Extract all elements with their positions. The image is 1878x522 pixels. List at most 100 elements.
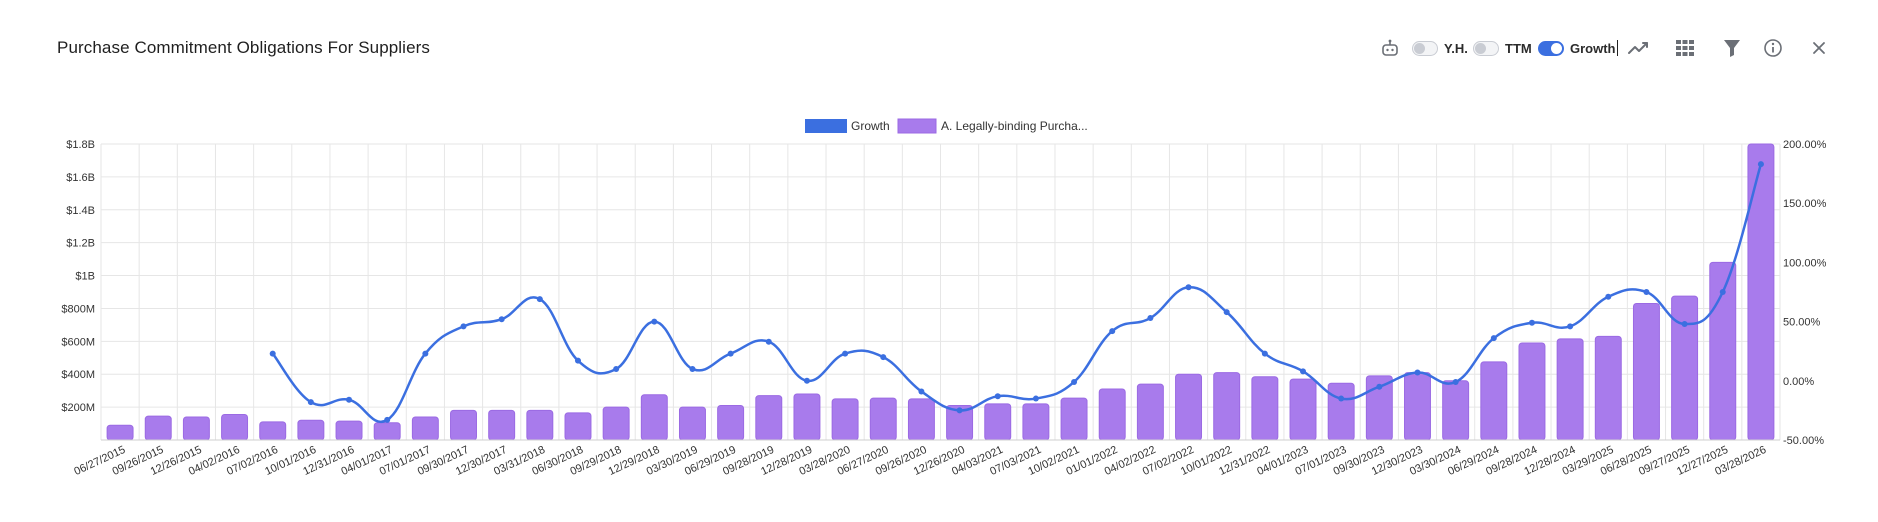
yh-toggle[interactable]: [1412, 34, 1438, 62]
growth-point[interactable]: [689, 365, 696, 372]
bar[interactable]: [1518, 342, 1546, 441]
legend-swatch-growth[interactable]: [805, 119, 847, 133]
growth-point[interactable]: [574, 357, 581, 364]
growth-point[interactable]: [1681, 320, 1688, 327]
growth-point[interactable]: [613, 365, 620, 372]
bar[interactable]: [106, 424, 134, 441]
growth-point[interactable]: [460, 323, 467, 330]
bar[interactable]: [1480, 361, 1508, 441]
ttm-toggle-switch[interactable]: [1473, 40, 1499, 56]
bar[interactable]: [602, 406, 630, 441]
bar[interactable]: [1136, 383, 1164, 441]
bar[interactable]: [182, 416, 210, 441]
growth-point[interactable]: [1528, 319, 1535, 326]
growth-point[interactable]: [384, 416, 391, 423]
growth-point[interactable]: [1757, 161, 1764, 168]
growth-point[interactable]: [1109, 328, 1116, 335]
growth-point[interactable]: [651, 318, 658, 325]
robot-icon[interactable]: [1380, 34, 1400, 62]
bar[interactable]: [1098, 388, 1126, 441]
bar[interactable]: [221, 414, 249, 441]
bar[interactable]: [1404, 372, 1431, 441]
filter-icon[interactable]: [1723, 34, 1741, 62]
growth-point[interactable]: [1185, 284, 1192, 291]
bar[interactable]: [1289, 378, 1317, 441]
growth-point[interactable]: [307, 399, 314, 406]
bar[interactable]: [450, 409, 477, 441]
growth-point[interactable]: [1338, 395, 1345, 402]
growth-point[interactable]: [727, 350, 734, 357]
growth-point[interactable]: [498, 316, 505, 323]
bar[interactable]: [1022, 403, 1050, 441]
close-icon[interactable]: [1811, 34, 1827, 62]
bar[interactable]: [640, 394, 668, 441]
bar[interactable]: [1060, 397, 1088, 441]
bar[interactable]: [1213, 372, 1241, 441]
growth-point[interactable]: [269, 350, 276, 357]
bar[interactable]: [717, 404, 745, 441]
growth-point[interactable]: [1147, 315, 1154, 322]
growth-point[interactable]: [1490, 335, 1497, 342]
growth-toggle[interactable]: [1538, 34, 1564, 62]
bar[interactable]: [869, 397, 897, 441]
bar[interactable]: [1251, 376, 1279, 441]
bar[interactable]: [1632, 303, 1660, 441]
bar[interactable]: [564, 412, 592, 441]
growth-point[interactable]: [346, 396, 353, 403]
growth-toggle-switch[interactable]: [1538, 40, 1564, 56]
bar[interactable]: [1747, 143, 1775, 441]
bar[interactable]: [259, 421, 287, 441]
bar[interactable]: [144, 415, 172, 441]
growth-point[interactable]: [422, 350, 429, 357]
legend-swatch-commitments[interactable]: [897, 118, 937, 134]
bar[interactable]: [907, 398, 935, 441]
bar[interactable]: [1594, 335, 1622, 441]
growth-point[interactable]: [1071, 378, 1078, 385]
bar[interactable]: [1327, 382, 1355, 441]
line-chart-icon[interactable]: [1627, 34, 1651, 62]
growth-point[interactable]: [1643, 289, 1650, 295]
growth-point[interactable]: [536, 296, 543, 303]
growth-point[interactable]: [842, 350, 849, 357]
yh-toggle-switch[interactable]: [1412, 40, 1438, 56]
growth-point[interactable]: [956, 407, 963, 414]
bar[interactable]: [526, 409, 554, 441]
bar[interactable]: [984, 403, 1012, 441]
growth-point[interactable]: [880, 354, 887, 361]
legend-label-growth[interactable]: Growth: [851, 119, 890, 133]
bar[interactable]: [678, 406, 706, 441]
bar[interactable]: [831, 398, 859, 441]
growth-point[interactable]: [994, 393, 1001, 400]
growth-point[interactable]: [1300, 368, 1307, 375]
growth-point[interactable]: [1376, 383, 1383, 390]
bar[interactable]: [755, 395, 783, 441]
chart-grid: [100, 143, 1781, 441]
bar[interactable]: [1175, 373, 1203, 441]
bar[interactable]: [297, 419, 325, 441]
growth-point[interactable]: [1452, 378, 1459, 385]
bar[interactable]: [1442, 380, 1470, 441]
growth-point[interactable]: [1032, 395, 1039, 402]
bar[interactable]: [335, 420, 363, 441]
bar[interactable]: [1556, 338, 1584, 441]
bar[interactable]: [411, 416, 439, 441]
legend-label-commitments[interactable]: A. Legally-binding Purcha...: [941, 119, 1088, 133]
growth-point[interactable]: [803, 377, 810, 384]
growth-line[interactable]: [271, 163, 1763, 424]
growth-point[interactable]: [1223, 309, 1230, 316]
growth-point[interactable]: [918, 388, 925, 395]
bar[interactable]: [373, 422, 401, 441]
bar[interactable]: [1671, 295, 1699, 441]
bar[interactable]: [488, 409, 516, 441]
growth-point[interactable]: [1567, 323, 1574, 330]
bar[interactable]: [793, 393, 821, 441]
growth-point[interactable]: [1414, 369, 1421, 376]
growth-point[interactable]: [765, 338, 772, 345]
ttm-toggle[interactable]: [1473, 34, 1499, 62]
growth-point[interactable]: [1605, 293, 1612, 300]
right-tick-label: 150.00%: [1783, 198, 1827, 210]
growth-point[interactable]: [1261, 350, 1268, 357]
grid-icon[interactable]: [1675, 34, 1695, 62]
info-icon[interactable]: [1763, 34, 1783, 62]
growth-point[interactable]: [1719, 289, 1726, 295]
